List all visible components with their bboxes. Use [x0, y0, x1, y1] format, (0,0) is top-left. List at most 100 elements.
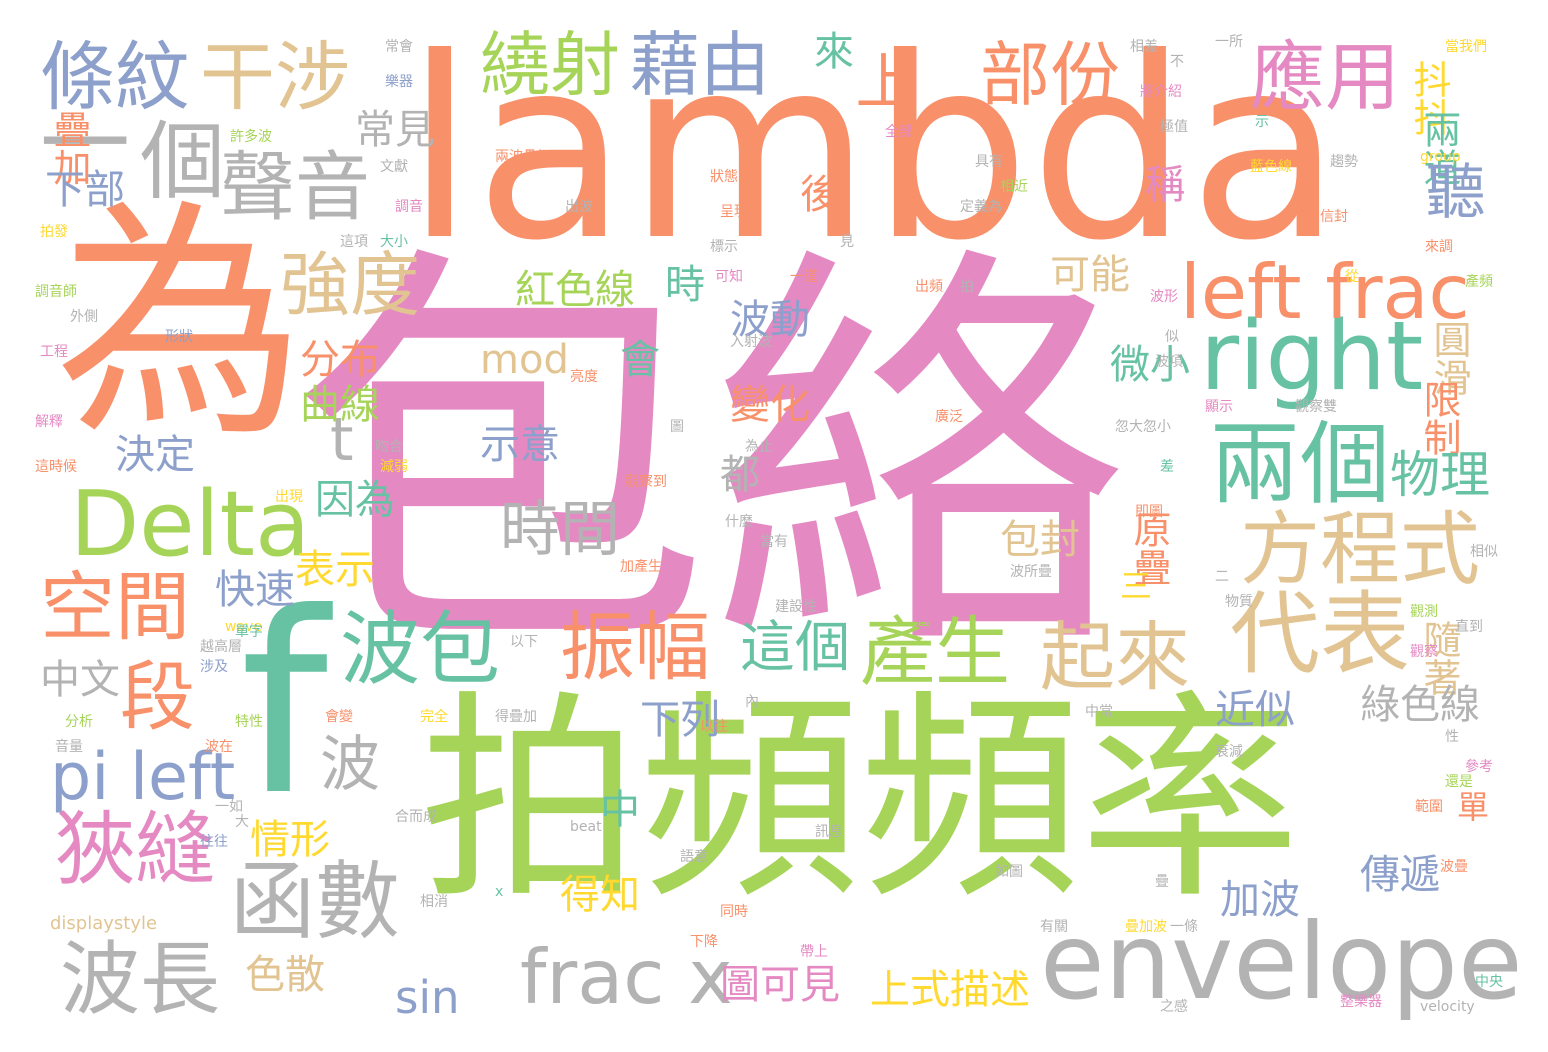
cloud-word: 下列	[640, 697, 720, 743]
cloud-word: 涉及	[200, 659, 228, 675]
cloud-word: 一道	[790, 269, 818, 285]
cloud-word: 可知	[715, 269, 743, 285]
cloud-word: displaystyle	[50, 913, 158, 934]
cloud-word: 變化	[730, 382, 810, 428]
cloud-word: 極值	[1160, 119, 1188, 135]
cloud-word: f	[240, 559, 329, 850]
cloud-word: 拍	[960, 279, 974, 295]
cloud-word: 建設性	[775, 599, 817, 615]
cloud-word: 物質	[1225, 594, 1253, 610]
cloud-word: 常會	[385, 39, 413, 55]
cloud-word: 包絡	[290, 215, 1130, 704]
cloud-word: 振幅	[560, 603, 711, 691]
cloud-word: 生活	[560, 799, 588, 815]
cloud-word: 圓滑	[1427, 320, 1471, 396]
cloud-word: 可能	[1050, 252, 1130, 298]
cloud-word: 代表	[1230, 582, 1410, 687]
cloud-word: 二	[1215, 569, 1229, 585]
cloud-word: 這項	[340, 234, 368, 250]
cloud-word: 工程	[40, 344, 68, 360]
cloud-word: 會	[620, 337, 660, 383]
cloud-word: 都	[720, 452, 760, 498]
cloud-word: 示意	[480, 422, 560, 468]
cloud-word: 下部	[45, 167, 125, 213]
cloud-word: 大小	[380, 234, 408, 250]
cloud-word: 音量	[55, 739, 83, 755]
cloud-word: 中文	[40, 657, 120, 703]
cloud-word: 往往	[200, 834, 228, 850]
cloud-word: 越高層	[200, 639, 242, 655]
cloud-word: 藉由	[630, 24, 770, 106]
cloud-word: 單	[1452, 790, 1490, 822]
cloud-word: 觀察	[1410, 644, 1438, 660]
cloud-word: 傳遞	[1360, 852, 1440, 898]
cloud-word: 應用	[1250, 33, 1401, 121]
cloud-word: 分析	[65, 714, 93, 730]
cloud-word: 這個	[740, 615, 851, 679]
cloud-word: 樂器	[385, 74, 413, 90]
cloud-word: 個	[140, 113, 226, 212]
cloud-word: 帶上	[800, 944, 828, 960]
cloud-word: 疊加波	[1125, 919, 1167, 935]
cloud-word: 色散	[245, 952, 325, 998]
cloud-word: 中	[600, 787, 640, 833]
cloud-word: 拍頻頻率	[420, 672, 1301, 928]
cloud-word: 觀察到	[625, 474, 667, 490]
cloud-word: 圖	[670, 419, 684, 435]
cloud-word: 呈現	[720, 204, 748, 220]
cloud-word: 這時候	[35, 459, 77, 475]
cloud-word: 藍色線	[1250, 159, 1292, 175]
cloud-word: 微小	[1110, 342, 1190, 388]
cloud-word: 包封	[1000, 517, 1080, 563]
cloud-word: 全部	[885, 124, 913, 140]
cloud-word: 觀察雙	[1295, 399, 1337, 415]
cloud-word: 入射波	[730, 334, 772, 350]
cloud-word: 大	[235, 814, 249, 830]
cloud-word: 分布	[300, 337, 380, 383]
cloud-word: 得疊加	[495, 709, 537, 725]
cloud-word: 相差	[1130, 39, 1158, 55]
cloud-word: 表示	[295, 547, 375, 593]
cloud-word: 波項	[1155, 354, 1183, 370]
cloud-word: 近似	[1215, 687, 1295, 733]
cloud-word: 波所疊	[1010, 564, 1052, 580]
cloud-word: 一所	[1215, 34, 1243, 50]
cloud-word: frac x	[520, 933, 733, 1021]
cloud-word: 特性	[235, 714, 263, 730]
cloud-word: 兩道	[1417, 110, 1461, 186]
cloud-word: 出頻	[915, 279, 943, 295]
cloud-word: right	[1200, 302, 1424, 412]
cloud-word: 上	[845, 50, 915, 110]
cloud-word: 減弱	[380, 459, 408, 475]
cloud-word: 疊	[1155, 874, 1169, 890]
cloud-word: 干涉	[200, 33, 351, 121]
cloud-word: 繞射	[480, 24, 620, 106]
cloud-word: 同時	[720, 904, 748, 920]
cloud-word: 聽	[1415, 160, 1485, 220]
cloud-word: 將介紹	[1140, 84, 1182, 100]
cloud-word: lambda	[405, 4, 1342, 295]
cloud-word: 示	[1255, 114, 1269, 130]
cloud-word: 會變	[325, 709, 353, 725]
cloud-word: 加產生	[620, 559, 662, 575]
cloud-word: 稱	[1145, 162, 1185, 208]
cloud-word: 為	[55, 179, 305, 470]
cloud-word: 什麼	[725, 514, 753, 530]
cloud-word: 函數	[230, 853, 401, 952]
cloud-word: 部份	[980, 34, 1120, 116]
cloud-word: 限制	[1417, 380, 1461, 456]
cloud-word: 為止	[745, 439, 773, 455]
cloud-word: 強度	[280, 244, 420, 326]
cloud-word: 差	[1160, 459, 1174, 475]
cloud-word: 情形	[250, 817, 330, 863]
cloud-word: 相似	[1470, 544, 1498, 560]
cloud-word: 波動	[730, 297, 810, 343]
cloud-word: 整樂器	[1340, 994, 1382, 1010]
cloud-word: 聲音	[220, 143, 371, 231]
cloud-word: 似	[1165, 329, 1179, 345]
cloud-word: 吻合	[375, 439, 403, 455]
cloud-word: 時	[665, 262, 705, 308]
cloud-word: 單字	[235, 624, 263, 640]
cloud-word: x	[495, 884, 504, 900]
